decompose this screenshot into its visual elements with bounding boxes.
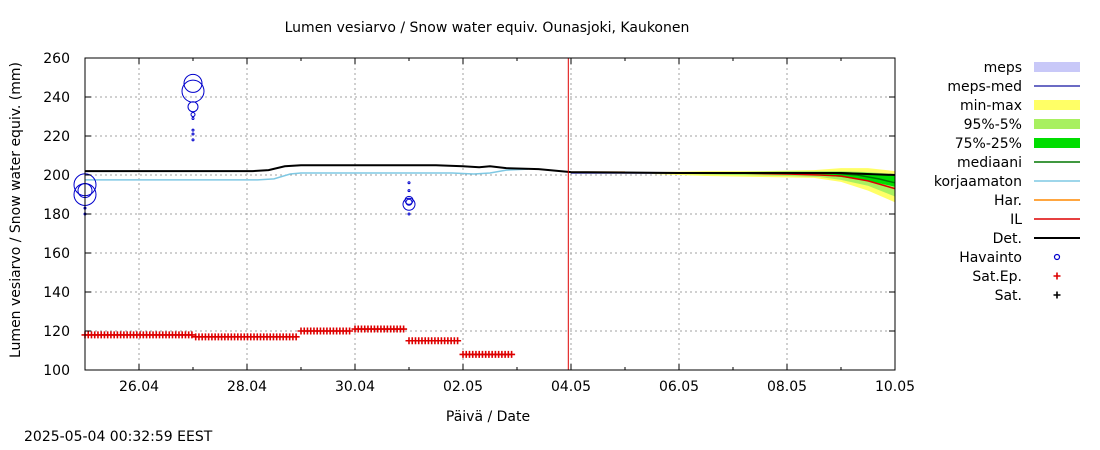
observation-marker [191,132,195,136]
legend-swatch-minmax [1034,100,1080,110]
sat-ep-marker [508,350,516,358]
x-tick-label: 02.05 [443,379,483,395]
sat-ep-marker [346,327,354,335]
legend-swatch-meps [1034,62,1080,72]
y-tick-label: 100 [43,363,70,379]
x-tick-label: 26.04 [119,379,159,395]
x-tick-label: 28.04 [227,379,267,395]
observation-marker [187,101,199,113]
x-axis-ticks: 26.04 28.04 30.04 02.05 04.05 06.05 08.05 10.05 [84,58,915,395]
legend-label-havainto: Havainto [959,250,1022,266]
observation-marker [191,128,195,132]
y-tick-label: 180 [43,207,70,223]
chart-grid [85,58,895,370]
legend-label-meps_med: meps-med [947,79,1022,95]
x-tick-label: 06.05 [659,379,699,395]
observation-marker [402,197,416,211]
legend-label-har: Har. [994,193,1022,209]
band-p75_25 [733,172,895,187]
series-line-korjaamaton [85,168,528,181]
sat-ep-marker [292,333,300,341]
chart-title: Lumen vesiarvo / Snow water equiv. Ounas… [285,20,690,36]
legend-label-meps: meps [984,60,1022,76]
x-tick-label: 10.05 [875,379,915,395]
sat-ep-marker [454,337,462,345]
percentile-bands [652,168,895,203]
legend-swatch-p75_25 [1034,138,1080,148]
series-line-det [85,164,896,176]
observation-marker [190,112,196,118]
legend: meps meps-med min-max 95%-5% 75%-25% mediaani… [934,60,1080,304]
x-axis-label: Päivä / Date [446,409,530,425]
y-tick-label: 200 [43,168,70,184]
legend-label-p75_25: 75%-25% [955,136,1022,152]
observation-markers [73,73,416,216]
legend-label-p95_5: 95%-5% [964,117,1022,133]
legend-label-minmax: min-max [960,98,1022,114]
observation-marker [407,212,411,216]
series-lines [85,164,896,190]
y-axis-label: Lumen vesiarvo / Snow water equiv. (mm) [8,62,24,358]
legend-label-det: Det. [993,231,1022,247]
y-tick-label: 140 [43,285,70,301]
observation-marker [407,181,411,185]
y-tick-label: 260 [43,51,70,67]
observation-marker [181,79,205,103]
y-axis-ticks: 100 120 140 160 180 200 220 240 260 [43,51,895,379]
legend-label-il: IL [1010,212,1022,228]
legend-label-sat: Sat. [995,288,1022,304]
x-tick-label: 08.05 [767,379,807,395]
sat-ep-marker [188,331,196,339]
observation-marker [407,189,411,193]
band-p95_5 [679,171,895,197]
legend-label-korjaamaton: korjaamaton [934,174,1022,190]
y-tick-label: 160 [43,246,70,262]
y-tick-label: 120 [43,324,70,340]
y-tick-label: 220 [43,129,70,145]
legend-swatch-p95_5 [1034,119,1080,129]
legend-label-mediaani: mediaani [957,155,1022,171]
timestamp-footer: 2025-05-04 00:32:59 EEST [24,429,213,445]
legend-swatch-sat_ep [1053,272,1061,280]
legend-swatch-sat [1053,291,1061,299]
sat-ep-marker [400,325,408,333]
observation-marker [191,138,195,142]
observation-marker [405,198,413,206]
satellite-estimate-markers [81,325,516,358]
y-tick-label: 240 [43,90,70,106]
x-tick-label: 04.05 [551,379,591,395]
x-tick-label: 30.04 [335,379,375,395]
observation-marker [191,116,195,120]
legend-swatch-havainto [1053,253,1061,261]
legend-label-sat_ep: Sat.Ep. [972,269,1022,285]
observation-marker [183,73,203,93]
